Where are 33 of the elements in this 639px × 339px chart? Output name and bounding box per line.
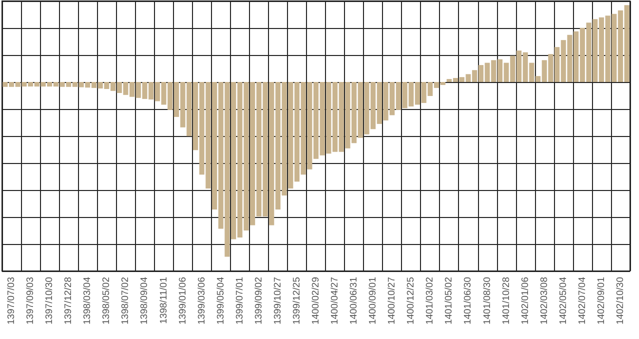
x-tick-label: 1397/09/03 [25,277,36,325]
x-tick-label: 1400/12/25 [406,277,417,325]
x-tick-label: 1398/03/04 [82,277,94,325]
x-tick-label: 1401/05/02 [444,277,455,325]
x-tick-label: 1399/10/27 [272,277,284,325]
x-tick-label: 1397/10/30 [44,277,56,325]
x-tick-label: 1402/05/04 [558,277,569,325]
x-tick-label: 1400/06/31 [348,277,360,325]
x-tick-label: 1402/01/06 [520,277,531,325]
x-tick-label: 1402/10/30 [614,277,626,325]
x-tick-label: 1399/12/25 [291,277,302,325]
x-tick-label: 1397/12/28 [63,277,74,325]
x-tick-label: 1400/10/27 [386,277,398,325]
x-tick-label: 1398/05/02 [101,277,112,325]
x-tick-label: 1401/06/30 [462,277,474,325]
x-tick-label: 1401/08/30 [482,277,493,325]
x-tick-label: 1400/04/27 [330,277,341,325]
x-tick-label: 1398/09/04 [139,277,150,325]
x-tick-label: 1400/09/01 [368,277,379,325]
x-tick-label: 1398/07/02 [120,277,132,325]
x-tick-label: 1399/03/06 [196,277,208,325]
x-tick-label: 1402/09/01 [596,277,607,325]
x-tick-label: 1401/03/02 [424,277,436,325]
x-tick-label: 1399/07/01 [234,277,246,325]
x-tick-label: 1399/01/06 [177,277,188,325]
x-tick-label: 1397/07/03 [6,277,18,325]
x-tick-label: 1399/09/02 [253,277,264,325]
x-tick-label: 1400/02/29 [310,277,322,325]
x-tick-label: 1398/11/01 [158,277,170,324]
x-tick-label: 1402/03/08 [538,277,550,325]
x-tick-label: 1402/07/04 [576,277,588,325]
x-tick-label: 1401/10/28 [500,277,512,325]
x-tick-label: 1399/05/04 [215,277,226,325]
